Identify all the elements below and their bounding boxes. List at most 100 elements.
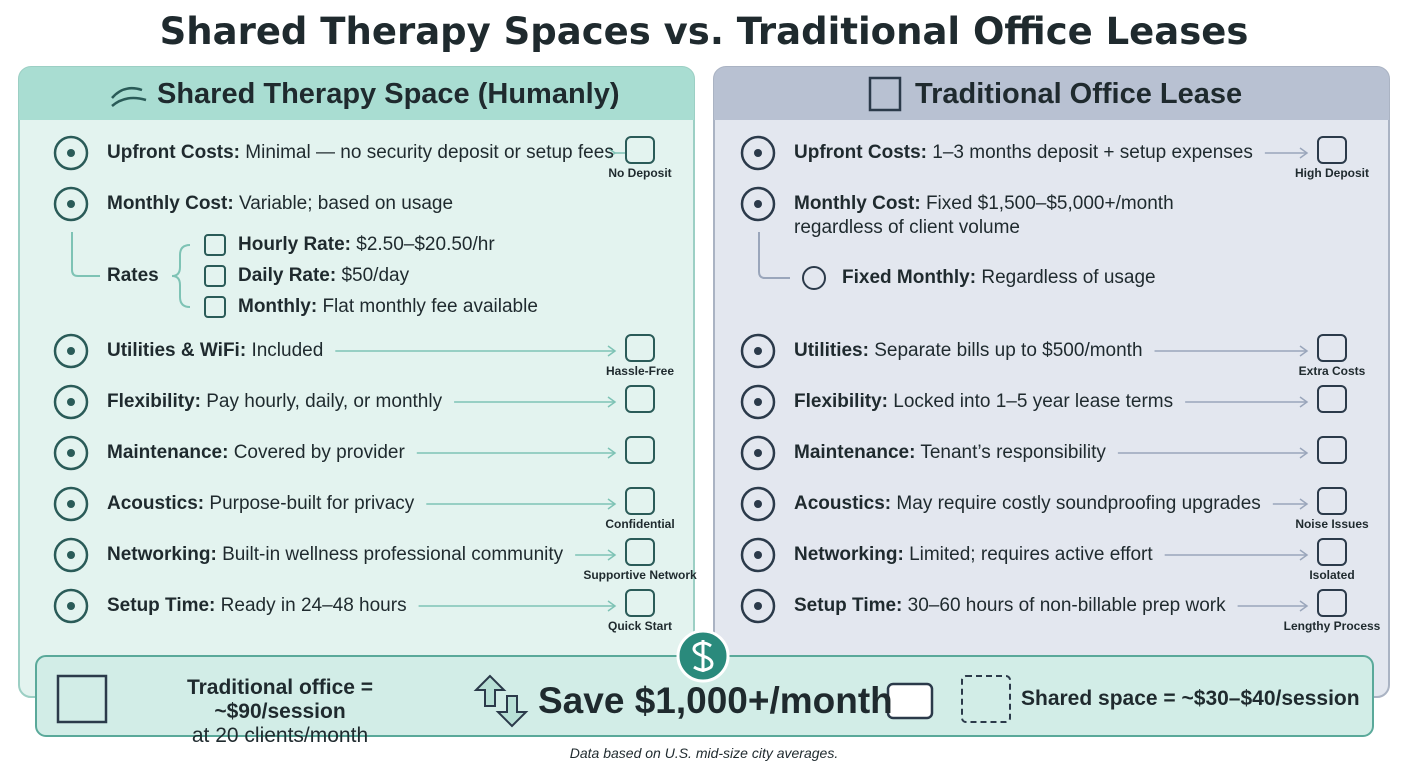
arrow-head: [1299, 447, 1309, 459]
right-header: [714, 67, 1389, 120]
arrow-head: [607, 447, 617, 459]
row-label: Upfront Costs:: [107, 142, 240, 163]
row-icon: [53, 588, 89, 624]
tag: Hassle-Free: [605, 364, 675, 378]
row-icon: [740, 333, 776, 369]
row-icon: [53, 537, 89, 573]
row-text: Upfront Costs: Minimal — no security dep…: [107, 141, 614, 165]
row-icon: [740, 486, 776, 522]
exchange-icon: [473, 674, 529, 728]
tag: Lengthy Process: [1283, 619, 1381, 633]
arrow-head: [1299, 345, 1309, 357]
row-icon-dot: [67, 449, 75, 457]
row-text: Setup Time: Ready in 24–48 hours: [107, 594, 407, 618]
row-icon-dot: [754, 347, 762, 355]
tag-icon: [625, 487, 655, 515]
row-value: 1–3 months deposit + setup expenses: [932, 142, 1253, 163]
tag: No Deposit: [608, 166, 672, 180]
arrow-head: [1299, 549, 1309, 561]
tag-icon: [1317, 487, 1347, 515]
footer-left-line: Traditional office = ~$90/session: [186, 676, 374, 723]
building-icon: [56, 674, 108, 724]
row-text: Utilities: Separate bills up to $500/mon…: [794, 339, 1143, 363]
row-text: Networking: Built-in wellness profession…: [107, 543, 563, 567]
row-text: Flexibility: Pay hourly, daily, or month…: [107, 390, 442, 414]
row-value: Included: [251, 340, 324, 361]
row-text: Monthly Cost: Variable; based on usage: [107, 192, 487, 216]
row-icon-dot: [67, 200, 75, 208]
row-icon-dot: [754, 500, 762, 508]
row-text: Acoustics: Purpose-built for privacy: [107, 492, 414, 516]
arrow-head: [607, 396, 617, 408]
row-icon-dot: [67, 398, 75, 406]
tag-icon: [625, 436, 655, 464]
footer-left: Traditional office = ~$90/session at 20 …: [120, 676, 440, 748]
arrow-head: [607, 498, 617, 510]
row-label: Monthly Cost:: [794, 193, 921, 214]
row-icon: [740, 384, 776, 420]
row-label: Monthly Cost:: [107, 193, 234, 214]
row-icon: [53, 333, 89, 369]
row-value: Tenant’s responsibility: [920, 442, 1106, 463]
arrow-head: [607, 549, 617, 561]
tag-icon: [1317, 436, 1347, 464]
row-icon: [53, 435, 89, 471]
row-icon: [740, 135, 776, 171]
building-icon: [868, 76, 902, 112]
row-label: Daily Rate:: [238, 265, 337, 286]
row-text: Upfront Costs: 1–3 months deposit + setu…: [794, 141, 1253, 165]
row-label: Upfront Costs:: [794, 142, 927, 163]
row-label: Flexibility:: [107, 391, 201, 412]
network-icon: [961, 675, 1011, 723]
row-label: Fixed Monthly:: [842, 267, 977, 288]
left-header: [19, 67, 694, 120]
row-value: Ready in 24–48 hours: [220, 595, 407, 616]
arrow-head: [1299, 498, 1309, 510]
rate-icon: [204, 265, 226, 287]
tag: Quick Start: [607, 619, 673, 633]
row-icon-dot: [754, 551, 762, 559]
row-label: Networking:: [794, 544, 904, 565]
row-text: Acoustics: May require costly soundproof…: [794, 492, 1261, 516]
row-icon-dot: [67, 551, 75, 559]
row-icon: [740, 186, 776, 222]
rate-icon: [204, 296, 226, 318]
row-icon-dot: [754, 449, 762, 457]
tag-icon: [1317, 385, 1347, 413]
row-value: Fixed $1,500–$5,000+/month regardless of…: [794, 193, 1174, 238]
row-value: $2.50–$20.50/hr: [356, 234, 495, 255]
row-value: Covered by provider: [233, 442, 405, 463]
footer-left-line: at 20 clients/month: [191, 724, 369, 747]
row-text: Maintenance: Covered by provider: [107, 441, 405, 465]
row-icon-dot: [754, 602, 762, 610]
row-text: Maintenance: Tenant’s responsibility: [794, 441, 1106, 465]
row-icon: [53, 135, 89, 171]
row-value: Purpose-built for privacy: [209, 493, 415, 514]
tag: Isolated: [1309, 568, 1355, 582]
arrow-head: [1299, 396, 1309, 408]
row-icon: [53, 186, 89, 222]
hands-icon: [111, 87, 147, 107]
note: Data based on U.S. mid-size city average…: [569, 745, 839, 761]
row-icon-dot: [67, 602, 75, 610]
tag-icon: [1317, 136, 1347, 164]
row-label: Utilities & WiFi:: [107, 340, 247, 361]
row-text: Monthly Cost: Fixed $1,500–$5,000+/month…: [794, 192, 1174, 240]
row-label: Maintenance:: [107, 442, 229, 463]
tag-icon: [625, 136, 655, 164]
row-icon-dot: [67, 149, 75, 157]
row-value: Separate bills up to $500/month: [874, 340, 1143, 361]
row-icon: [53, 486, 89, 522]
row-text: Flexibility: Locked into 1–5 year lease …: [794, 390, 1173, 414]
row-label: Flexibility:: [794, 391, 888, 412]
arrow-head: [607, 600, 617, 612]
tag: Noise Issues: [1295, 517, 1369, 531]
row-text: Fixed Monthly: Regardless of usage: [842, 266, 1156, 290]
row-icon-dot: [754, 200, 762, 208]
row-value: Pay hourly, daily, or monthly: [206, 391, 443, 412]
row-value: Variable; based on usage: [238, 193, 454, 214]
row-label: Acoustics:: [107, 493, 205, 514]
title: Shared Therapy Spaces vs. Traditional Of…: [159, 10, 1249, 53]
row-icon: [740, 537, 776, 573]
